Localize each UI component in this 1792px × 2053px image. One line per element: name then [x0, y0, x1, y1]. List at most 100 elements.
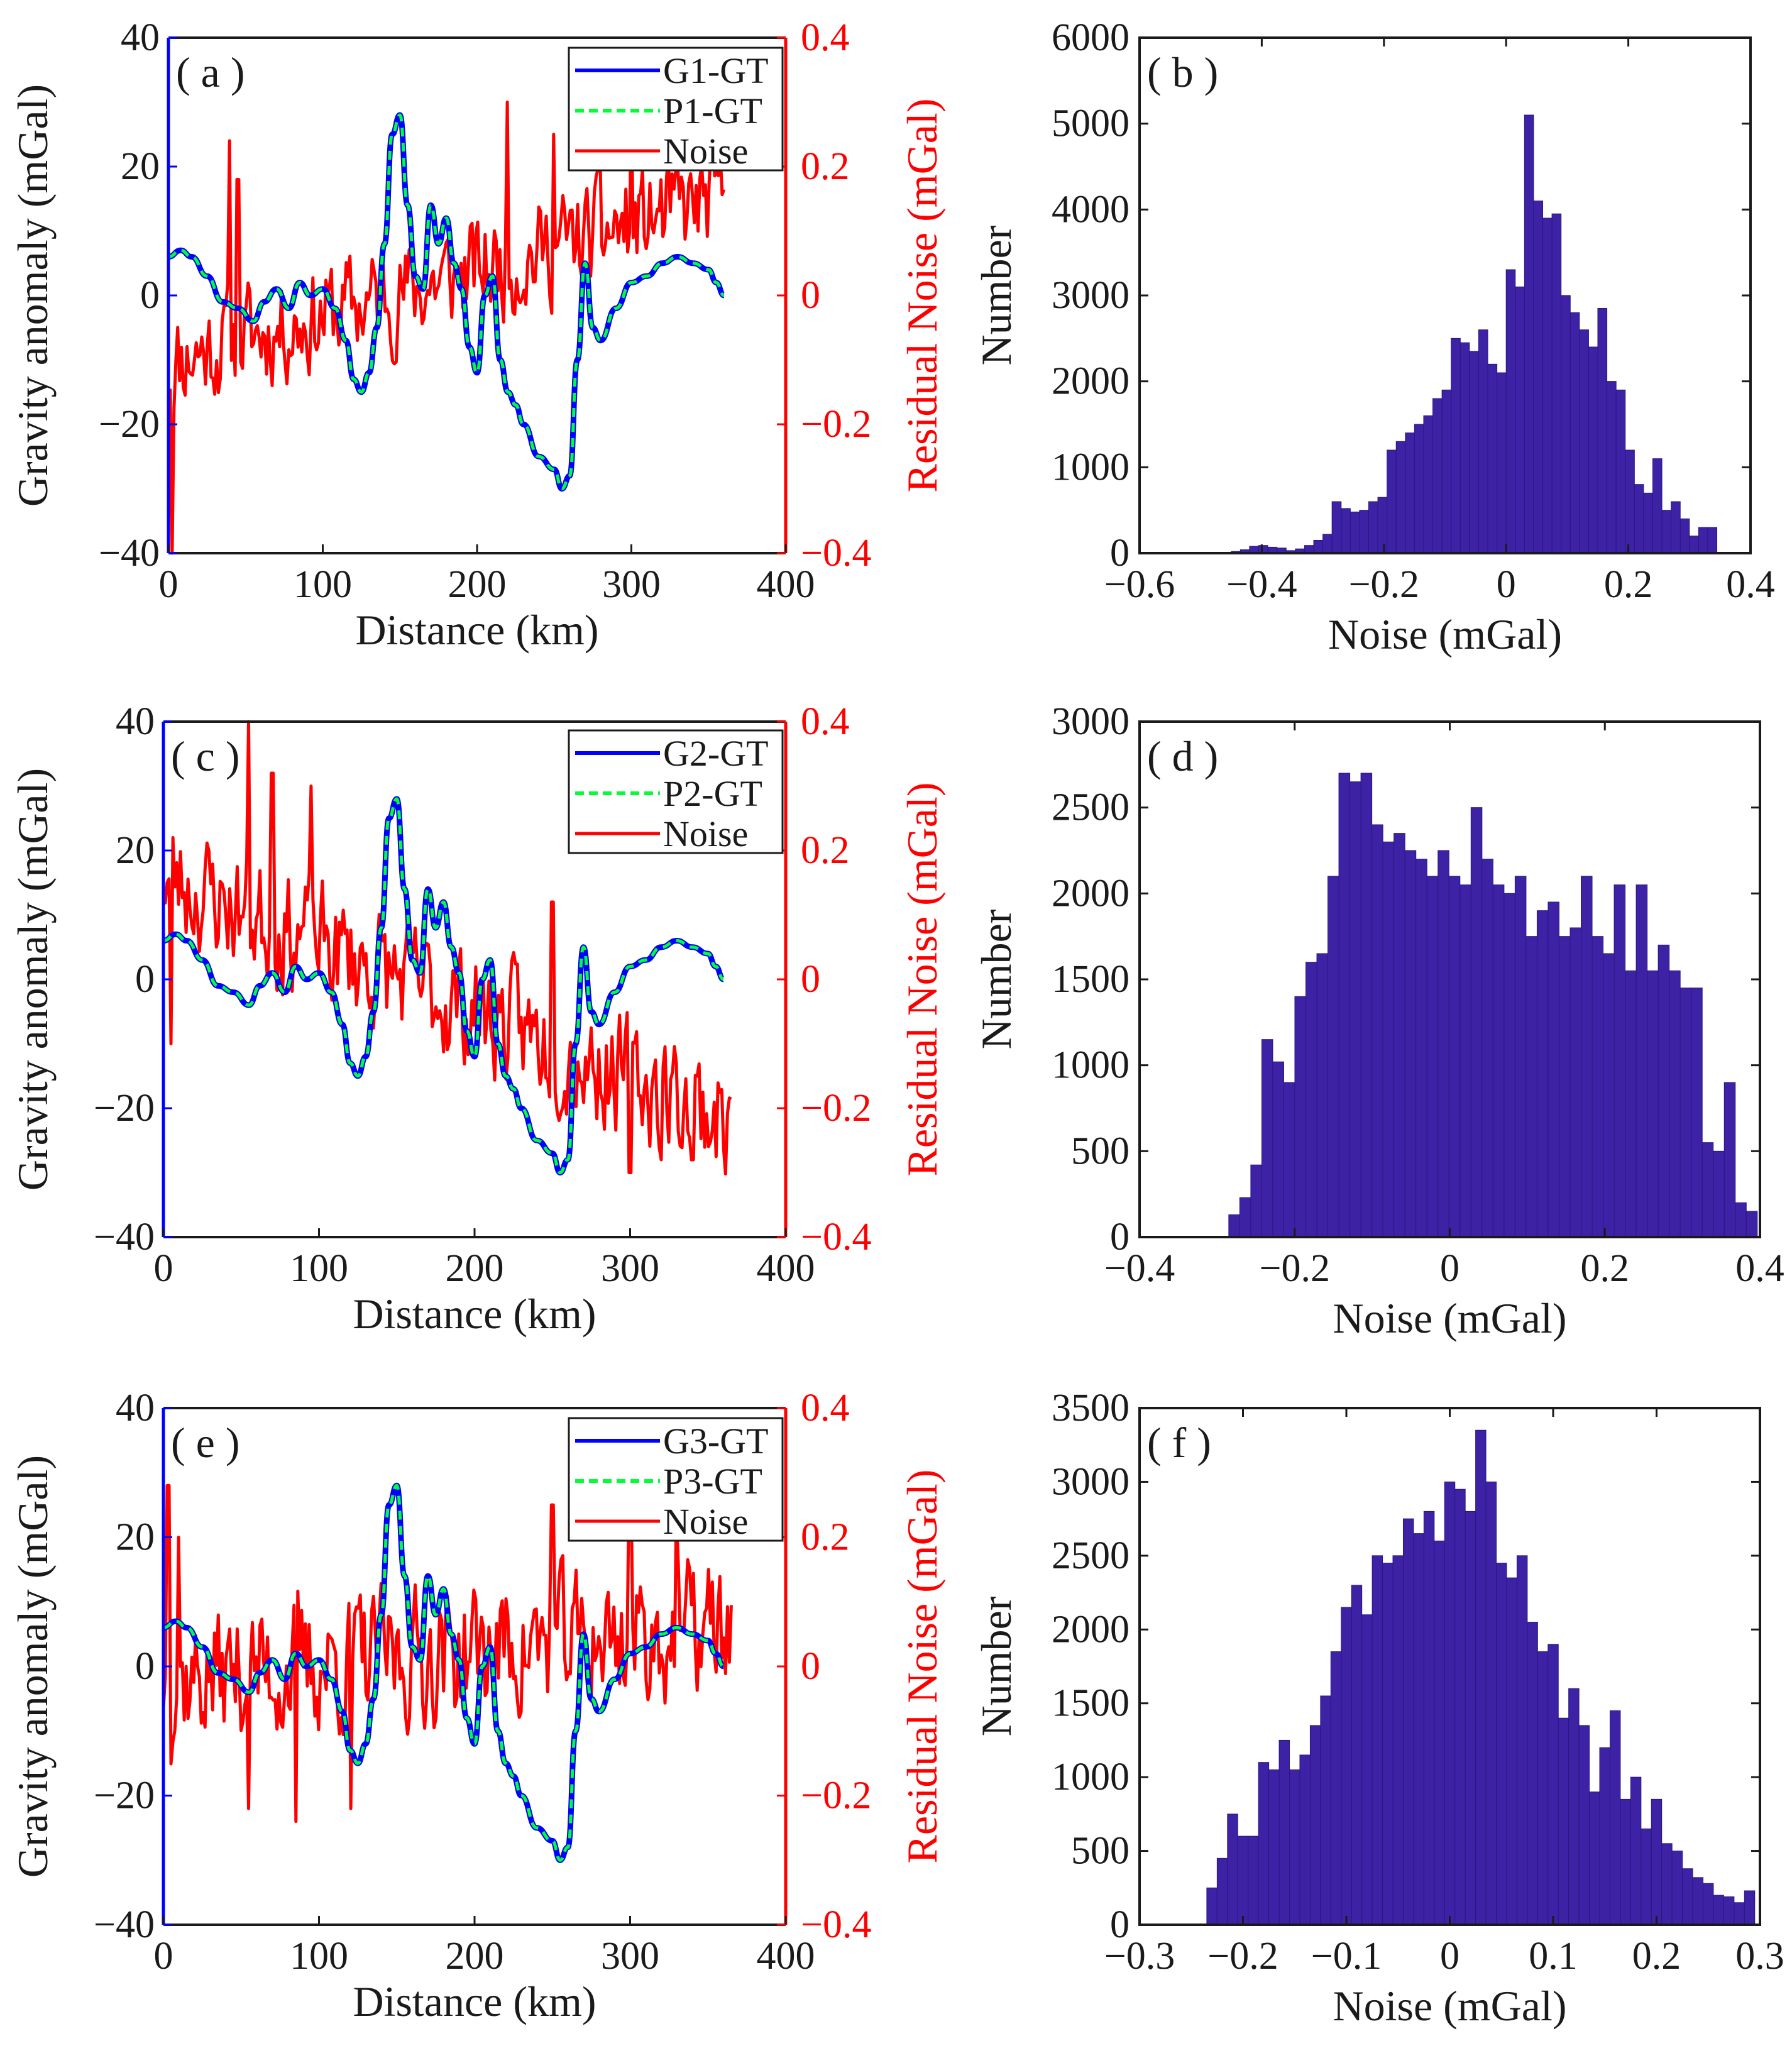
histogram-bar: [1536, 910, 1549, 1238]
histogram-bar: [1569, 312, 1580, 554]
histogram-bar: [1497, 372, 1507, 554]
histogram-bar: [1661, 1843, 1673, 1925]
histogram-bar: [1713, 1895, 1724, 1925]
y2-tick-label: 0.4: [801, 700, 850, 743]
histogram-bar: [1393, 833, 1405, 1238]
histogram-bar: [1441, 389, 1452, 554]
panel-label: ( e ): [171, 1419, 239, 1467]
histogram-bar: [1588, 346, 1598, 554]
histogram-bar: [1713, 1150, 1725, 1238]
x-tick-label: −0.4: [1104, 1247, 1175, 1290]
histogram-bar: [1227, 1814, 1238, 1925]
y-tick-label: 1000: [1052, 1756, 1130, 1798]
histogram-bar: [1551, 213, 1562, 554]
histogram-bar: [1239, 1197, 1251, 1238]
y-tick-label: 2000: [1052, 360, 1130, 403]
legend-label: P2-GT: [663, 773, 762, 814]
y2-tick-label: 0: [801, 274, 820, 317]
y-tick-label: 3500: [1052, 1387, 1130, 1429]
histogram-bar: [1537, 1651, 1549, 1925]
y-tick-label: 1000: [1052, 1044, 1130, 1087]
y-tick-label: 5000: [1052, 102, 1130, 145]
histogram-bar: [1597, 308, 1608, 554]
histogram-bar: [1448, 876, 1461, 1238]
y-tick-label: 4000: [1052, 188, 1130, 231]
x-tick-label: 300: [602, 563, 661, 606]
histogram-bar: [1503, 893, 1515, 1238]
panel-e: 0 100 200 300 400 −40 −20 0 20 40 −0.4 −0.2 0 0.2 0.4 D…: [9, 1387, 946, 2025]
y2-tick-label: −0.2: [801, 1775, 871, 1817]
histogram-bar: [1454, 1489, 1466, 1925]
histogram-bar: [1322, 534, 1333, 554]
histogram-bar: [1216, 1858, 1228, 1925]
x-tick-label: 200: [446, 1935, 504, 1978]
x-tick-label: 0: [1440, 1935, 1459, 1978]
y-tick-label: 0: [140, 274, 160, 317]
histogram-bar: [1248, 1836, 1259, 1925]
y-tick-label: 6000: [1052, 16, 1130, 59]
histogram-bar: [1634, 484, 1644, 554]
y2-tick-label: 0: [801, 1645, 820, 1688]
histogram-bar: [1261, 1039, 1273, 1238]
histogram-bar: [1475, 1429, 1487, 1925]
panel-b: −0.6 −0.4 −0.2 0 0.2 0.4 0 1000 2000 3000 4000 5000…: [972, 16, 1775, 658]
histogram-bar: [1331, 501, 1342, 554]
x-tick-label: 0: [1440, 1247, 1459, 1290]
legend-label: Noise: [663, 1501, 748, 1542]
histogram-bar: [1387, 449, 1397, 554]
y-tick-label: 20: [116, 829, 155, 872]
histogram-bar: [1698, 527, 1708, 554]
histogram-bar: [1426, 876, 1439, 1238]
histogram-bar: [1603, 953, 1615, 1238]
histogram-bars: [1206, 1429, 1756, 1925]
histogram-bar: [1283, 1082, 1295, 1238]
histogram-bar: [1524, 114, 1534, 554]
histogram-bar: [1349, 511, 1360, 554]
pred-series-line: [163, 1483, 724, 1862]
x-tick-label: −0.3: [1104, 1935, 1175, 1978]
y-tick-label: 1500: [1052, 1682, 1130, 1725]
histogram-bar: [1620, 1798, 1631, 1925]
x-tick-label: 100: [294, 563, 352, 606]
histogram-bar: [1547, 901, 1559, 1238]
histogram-bar: [1745, 1211, 1758, 1238]
histogram-bar: [1465, 1511, 1476, 1925]
y2-tick-label: 0.4: [801, 16, 850, 59]
y-tick-label: 3000: [1052, 700, 1130, 743]
histogram-bar: [1613, 884, 1626, 1238]
histogram-bar: [1268, 1769, 1280, 1925]
panel-label: ( f ): [1147, 1419, 1211, 1467]
x-axis-label: Noise (mGal): [1333, 1294, 1566, 1342]
legend-label: P3-GT: [663, 1461, 762, 1502]
y-tick-label: 3000: [1052, 1460, 1130, 1503]
y2-axis-label: Residual Noise (mGal): [898, 1470, 946, 1864]
histogram-bar: [1651, 1798, 1663, 1925]
histogram-bar: [1349, 781, 1361, 1238]
histogram-bar: [1723, 1896, 1735, 1925]
histogram-bar: [1432, 398, 1443, 554]
histogram-bar: [1294, 996, 1307, 1238]
y-tick-label: 40: [121, 16, 160, 59]
histogram-bar: [1228, 1214, 1240, 1238]
histogram-bar: [1671, 1851, 1683, 1925]
x-tick-label: 100: [290, 1247, 348, 1290]
histogram-bar: [1607, 381, 1617, 554]
histogram-bar: [1589, 1792, 1600, 1925]
y-axis-label: Number: [972, 1596, 1020, 1736]
histogram-bar: [1360, 773, 1373, 1238]
histogram-bar: [1692, 1877, 1704, 1925]
x-tick-label: 0.2: [1581, 1247, 1630, 1290]
histogram-bar: [1289, 1769, 1300, 1925]
histogram-bar: [1371, 824, 1383, 1238]
y2-tick-label: −0.2: [801, 403, 871, 446]
histogram-bar: [1625, 970, 1637, 1238]
x-axis-label: Noise (mGal): [1333, 1982, 1566, 2030]
histogram-bar: [1470, 807, 1483, 1238]
x-tick-label: −0.2: [1207, 1935, 1278, 1978]
y2-tick-label: 0.2: [801, 829, 850, 872]
x-tick-label: 0.1: [1529, 1935, 1578, 1978]
histogram-bar: [1657, 944, 1670, 1238]
x-tick-label: 0.2: [1632, 1935, 1681, 1978]
y-tick-label: 0: [1110, 1216, 1130, 1258]
